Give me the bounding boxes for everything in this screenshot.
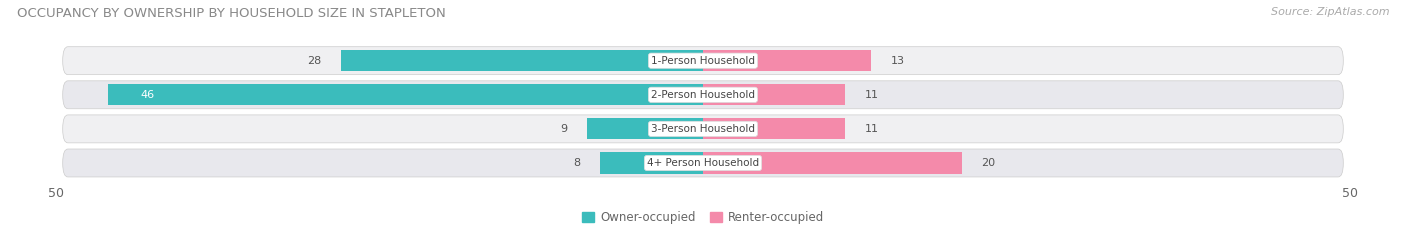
Text: 11: 11 [865,124,879,134]
FancyBboxPatch shape [63,149,1343,177]
Text: 20: 20 [981,158,995,168]
Text: 13: 13 [890,56,904,66]
Text: 11: 11 [865,90,879,100]
Bar [586,118,703,140]
Text: Source: ZipAtlas.com: Source: ZipAtlas.com [1271,7,1389,17]
Text: 9: 9 [560,124,567,134]
Bar [703,84,845,105]
Text: 46: 46 [141,90,155,100]
Text: 1-Person Household: 1-Person Household [651,56,755,66]
Text: 8: 8 [574,158,581,168]
Text: OCCUPANCY BY OWNERSHIP BY HOUSEHOLD SIZE IN STAPLETON: OCCUPANCY BY OWNERSHIP BY HOUSEHOLD SIZE… [17,7,446,20]
Bar [340,50,703,71]
Bar [108,84,703,105]
Bar [703,118,845,140]
Bar [703,50,872,71]
Text: 3-Person Household: 3-Person Household [651,124,755,134]
Text: 4+ Person Household: 4+ Person Household [647,158,759,168]
Text: 28: 28 [307,56,322,66]
Text: 2-Person Household: 2-Person Household [651,90,755,100]
Legend: Owner-occupied, Renter-occupied: Owner-occupied, Renter-occupied [578,206,828,229]
Bar [703,152,962,174]
FancyBboxPatch shape [63,115,1343,143]
Bar [599,152,703,174]
FancyBboxPatch shape [63,81,1343,109]
FancyBboxPatch shape [63,47,1343,75]
